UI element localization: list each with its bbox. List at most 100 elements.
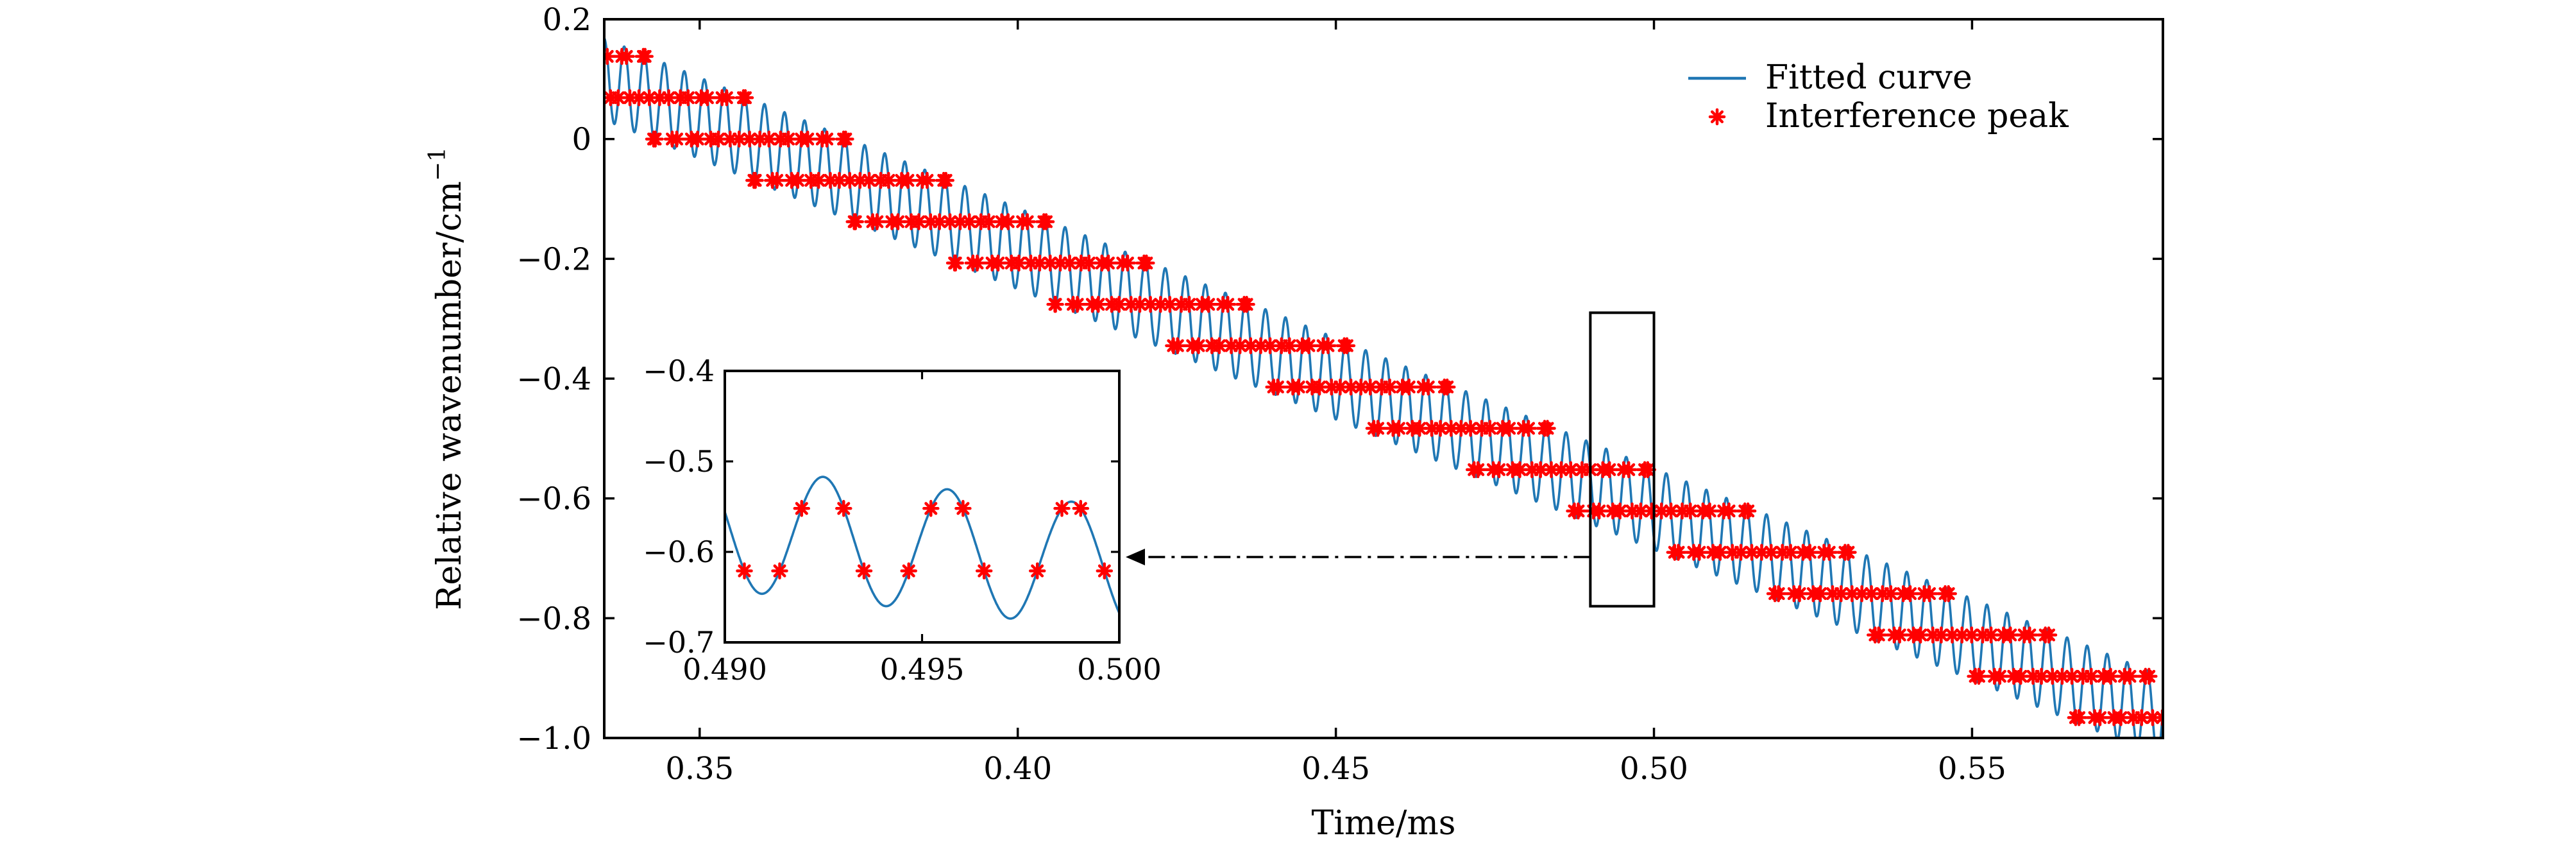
interference-peak-marker — [789, 171, 807, 189]
interference-peak-marker — [1570, 502, 1587, 520]
interference-peak-marker — [2112, 709, 2130, 726]
interference-peak-marker — [919, 171, 936, 189]
interference-peak-marker — [747, 171, 764, 189]
interference-peak-marker — [1061, 254, 1078, 272]
interference-peak-marker — [899, 171, 917, 189]
inset-plot-area — [725, 476, 1119, 620]
interference-peak-marker — [1219, 296, 1237, 313]
interference-peak-marker — [2021, 626, 2038, 644]
interference-peak-marker — [822, 171, 839, 189]
interference-peak-marker — [1281, 337, 1298, 354]
interference-peak-marker — [831, 171, 848, 189]
inset-peak-marker — [922, 500, 940, 517]
interference-peak-marker — [768, 171, 786, 189]
interference-peak-marker — [1323, 378, 1341, 396]
interference-peak-marker — [1632, 502, 1650, 520]
interference-peak-marker — [2040, 626, 2058, 644]
interference-peak-marker — [1732, 544, 1750, 561]
y-tick-label: −0.2 — [516, 241, 591, 277]
interference-peak-marker — [2083, 667, 2100, 685]
interference-peak-marker — [1920, 585, 1938, 603]
interference-peak-marker — [951, 213, 969, 230]
interference-peak-marker — [1523, 461, 1541, 479]
x-axis-label: Time/ms — [1312, 804, 1456, 843]
interference-peak-marker — [1290, 378, 1307, 396]
interference-peak-marker — [1190, 337, 1207, 354]
interference-peak-marker — [1242, 337, 1260, 354]
inset-peak-marker — [1072, 500, 1090, 517]
interference-peak-marker — [1843, 585, 1861, 603]
inset-y-tick-label: −0.7 — [643, 625, 715, 660]
interference-peak-marker — [1269, 378, 1287, 396]
interference-peak-marker — [604, 47, 616, 65]
y-tick-label: −1.0 — [516, 721, 591, 757]
interference-peak-marker — [1662, 502, 1680, 520]
inset-peak-marker — [835, 500, 852, 517]
x-tick-label: 0.55 — [1938, 751, 2006, 787]
interference-peak-marker — [1532, 461, 1549, 479]
inset-peak-marker — [1053, 500, 1071, 517]
interference-peak-marker — [1161, 296, 1179, 313]
y-tick-label: 0 — [572, 122, 591, 158]
interference-peak-marker — [980, 213, 997, 230]
interference-peak-marker — [1763, 544, 1780, 561]
interference-peak-marker — [1123, 296, 1140, 313]
interference-peak-marker — [847, 213, 864, 230]
interference-peak-marker — [689, 130, 706, 148]
interference-peak-marker — [1452, 420, 1470, 437]
interference-peak-marker — [1199, 296, 1217, 313]
interference-peak-marker — [2044, 667, 2062, 685]
inset-background — [725, 371, 1119, 642]
interference-peak-marker — [2002, 626, 2019, 644]
zoom-arrow-head — [1126, 549, 1145, 565]
interference-peak-marker — [941, 213, 959, 230]
interference-peak-marker — [1443, 420, 1460, 437]
interference-peak-marker — [1419, 378, 1437, 396]
interference-peak-marker — [1953, 626, 1970, 644]
interference-peak-marker — [1080, 254, 1098, 272]
interference-peak-marker — [751, 130, 768, 148]
interference-peak-marker — [1319, 337, 1337, 354]
interference-peak-marker — [1462, 420, 1479, 437]
interference-peak-marker — [1590, 502, 1608, 520]
interference-peak-marker — [1310, 378, 1328, 396]
interference-peak-marker — [630, 89, 648, 107]
interference-peak-marker — [1051, 254, 1069, 272]
interference-peak-marker — [718, 89, 736, 107]
interference-peak-marker — [1863, 585, 1880, 603]
x-tick-label: 0.50 — [1620, 751, 1688, 787]
interference-peak-marker — [851, 171, 869, 189]
inset-peak-marker — [855, 562, 873, 579]
interference-peak-marker — [1381, 378, 1398, 396]
inset-y-tick-label: −0.5 — [643, 444, 715, 479]
inset-fitted-curve — [725, 476, 1119, 620]
interference-peak-marker — [2102, 667, 2119, 685]
interference-peak-marker — [809, 171, 827, 189]
interference-peak-marker — [1539, 420, 1556, 437]
inset-x-tick-label: 0.490 — [682, 652, 767, 687]
interference-peak-marker — [1782, 544, 1799, 561]
zoom-region-box — [1589, 311, 1656, 608]
interference-peak-marker — [779, 130, 797, 148]
interference-peak-marker — [1069, 296, 1086, 313]
interference-peak-marker — [1963, 626, 1981, 644]
interference-peak-marker — [910, 213, 928, 230]
interference-peak-marker — [1701, 502, 1718, 520]
interference-peak-marker — [1901, 585, 1919, 603]
interference-peak-marker — [1643, 502, 1661, 520]
legend-star-swatch — [1708, 108, 1726, 126]
interference-peak-marker — [1138, 254, 1155, 272]
interference-peak-marker — [1481, 420, 1499, 437]
interference-peak-marker — [1933, 626, 1950, 644]
interference-peak-marker — [1833, 585, 1850, 603]
interference-peak-marker — [1753, 544, 1770, 561]
interference-peak-marker — [1739, 502, 1757, 520]
interference-peak-marker — [1019, 213, 1036, 230]
interference-peak-marker — [660, 89, 677, 107]
interference-peak-marker — [2063, 667, 2081, 685]
interference-peak-marker — [2033, 667, 2050, 685]
inset-peak-marker — [736, 562, 753, 579]
interference-peak-marker — [1469, 461, 1487, 479]
interference-peak-marker — [1210, 337, 1228, 354]
interference-peak-marker — [922, 213, 940, 230]
